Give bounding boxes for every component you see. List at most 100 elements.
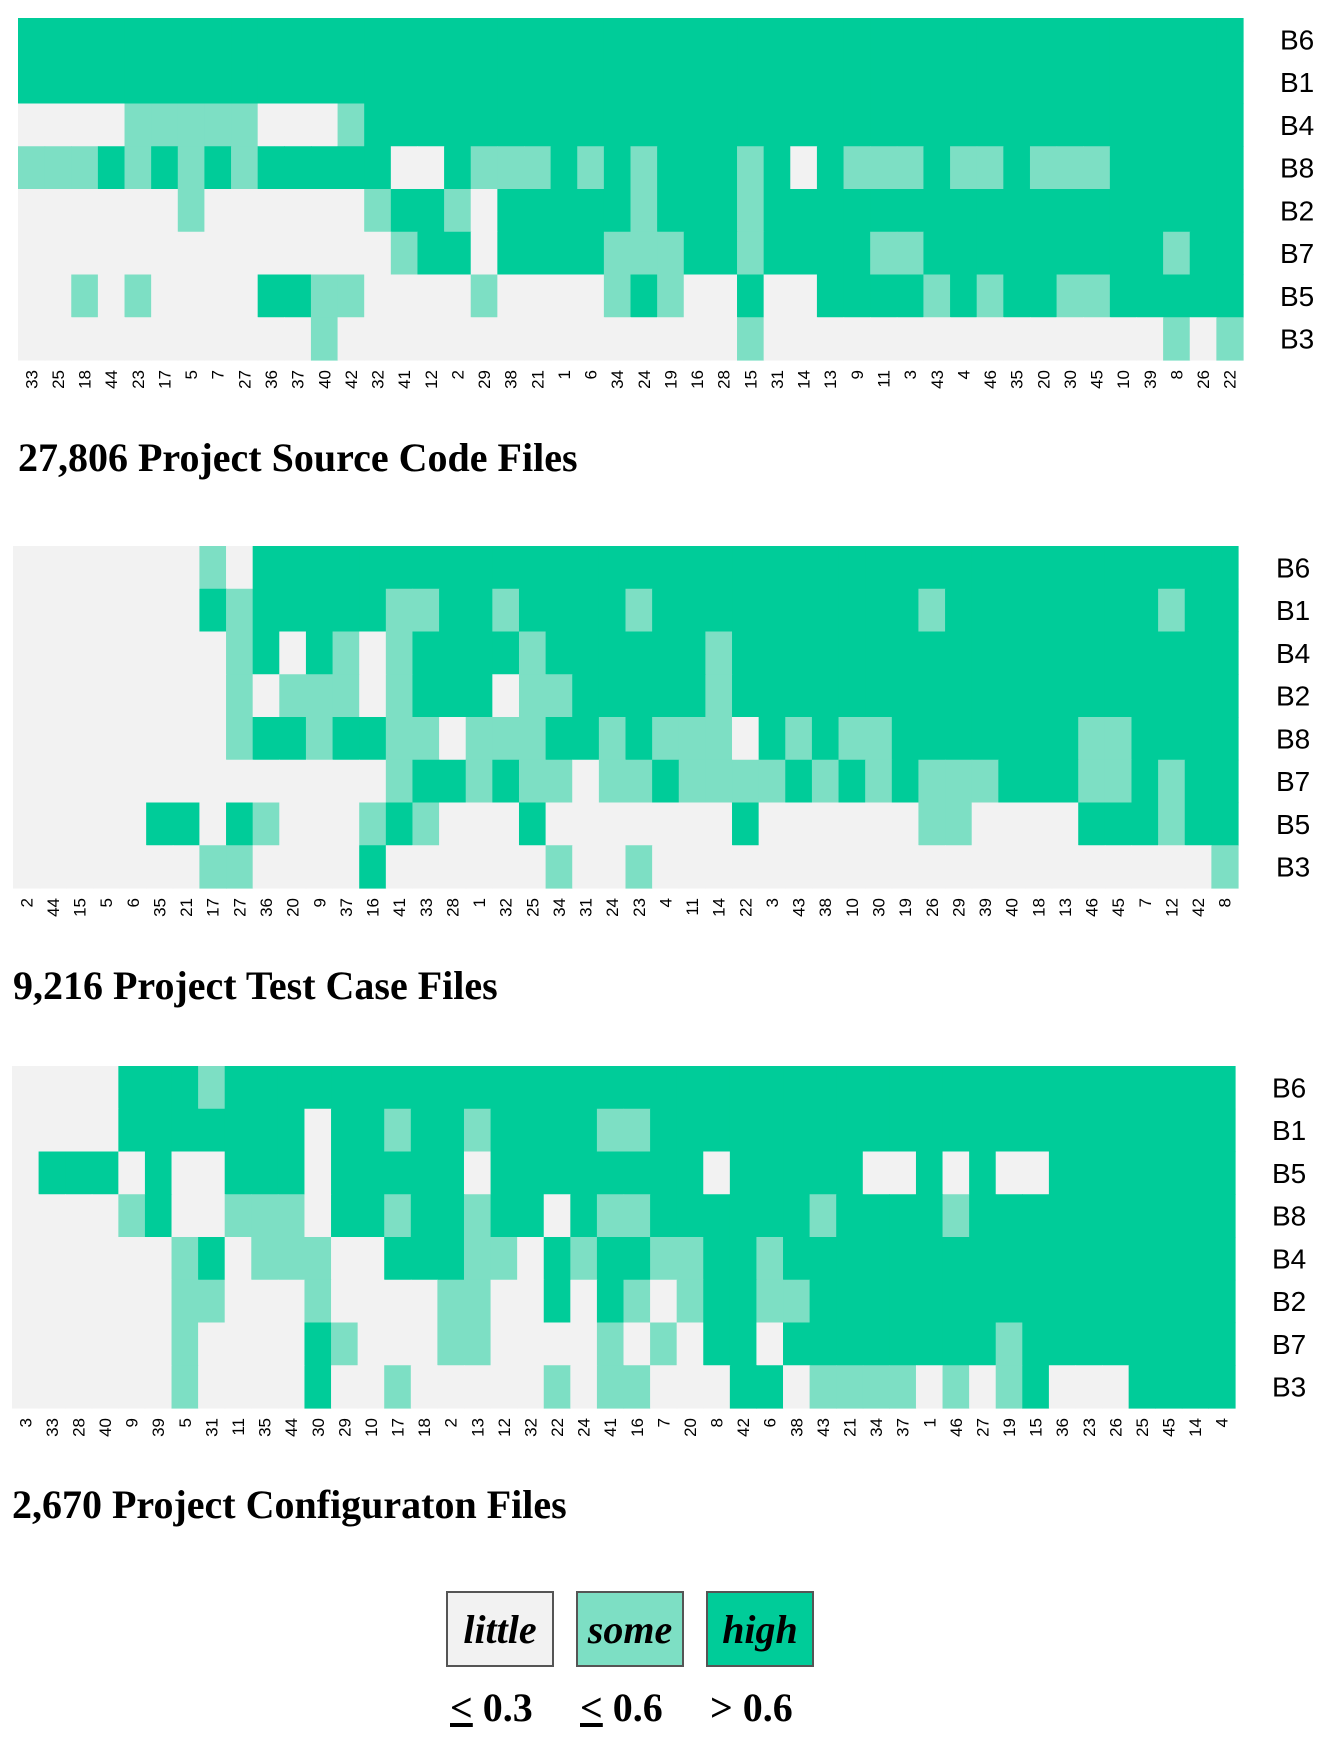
heatmap-cell [305,674,334,718]
heatmap-cell [331,1322,359,1366]
heatmap-cell [18,103,46,147]
column-label: 29 [335,1418,354,1437]
heatmap-cell [1075,1151,1103,1195]
heatmap-cell [969,1365,997,1409]
heatmap-cell [1189,103,1217,147]
heatmap-cell [198,1151,226,1195]
heatmap-cell [490,1365,518,1409]
heatmap-cell [172,674,201,718]
heatmap-cell [657,274,685,318]
heatmap-cell [603,146,632,190]
column-label: 31 [768,370,787,389]
threshold-value: 0.6 [732,1685,793,1730]
heatmap-cell [91,1279,119,1324]
heatmap-cell [1181,1151,1210,1195]
heatmap-cell [843,274,871,318]
heatmap-cell [357,1194,385,1238]
heatmap-cell [119,759,147,804]
heatmap-cell [284,317,312,361]
row-label: B5 [1276,809,1310,840]
column-label: 5 [182,370,201,379]
heatmap-cell [732,845,760,889]
column-label: 24 [603,898,622,917]
heatmap-cell [790,231,818,276]
column-label: 26 [1106,1418,1125,1437]
heatmap-cell [277,1151,306,1195]
column-label: 9 [848,370,867,379]
heatmap-cell [146,802,174,846]
heatmap-cell [942,1322,970,1366]
heatmap-cell [364,18,392,62]
column-label: 5 [176,1418,195,1427]
heatmap-cell [364,146,392,190]
heatmap-cell [337,60,365,105]
heatmap-cell [146,717,174,761]
column-label: 33 [22,370,41,389]
heatmap-cell [171,1365,199,1409]
heatmap-cell [224,1237,252,1281]
heatmap-cell [226,674,254,718]
heatmap-cell [231,60,259,105]
heatmap-cell [357,1365,385,1409]
column-label: 34 [608,370,627,389]
heatmap-cell [1075,1108,1103,1153]
heatmap-cell [945,717,973,761]
heatmap-cell [1083,103,1111,147]
heatmap-cell [705,802,733,846]
heatmap-cell [257,60,285,105]
chart-title: 27,806 Project Source Code Files [18,435,578,480]
heatmap-cell [1102,1365,1130,1409]
heatmap-cell [1131,674,1159,718]
heatmap-cell [410,1108,438,1153]
heatmap-cell [1181,1322,1210,1366]
heatmap-cell [199,674,227,718]
heatmap-cell [737,18,765,62]
heatmap-cell [1216,18,1244,62]
heatmap-cell [1075,1322,1103,1366]
heatmap-cell [543,1237,571,1281]
heatmap-cell [1155,1108,1183,1153]
heatmap-cell [444,274,472,318]
heatmap-cell [151,274,179,318]
heatmap-cell [865,759,893,804]
heatmap-cell [843,146,871,190]
heatmap-cell [331,1108,359,1153]
heatmap-cell [570,1279,598,1324]
heatmap-cell [785,674,813,718]
row-label: B8 [1280,153,1314,184]
heatmap-cell [13,845,41,889]
column-label: 42 [342,370,361,389]
heatmap-cell [305,802,334,846]
heatmap-cell [785,717,813,761]
heatmap-cell [783,1066,811,1110]
heatmap-cell [337,18,365,62]
heatmap-cell [995,1322,1023,1366]
heatmap-cell [971,588,999,633]
row-label: B5 [1272,1158,1306,1189]
heatmap-cell [976,18,1004,62]
column-label: 38 [502,370,521,389]
heatmap-cell [91,1237,119,1281]
heatmap-cell [811,631,840,675]
heatmap-cell [359,759,387,804]
heatmap-cell [678,588,706,633]
heatmap-cell [1216,60,1244,105]
heatmap-cell [490,1108,518,1153]
heatmap-cell [545,546,573,590]
heatmap-cell [809,1279,837,1324]
heatmap-cell [971,631,999,675]
heatmap-cell [652,802,680,846]
heatmap-cell [151,103,179,147]
column-label: 4 [1213,1418,1232,1427]
row-label: B2 [1272,1286,1306,1317]
heatmap-cell [337,317,365,361]
heatmap-cell [231,103,259,147]
column-label: 10 [362,1418,381,1437]
heatmap-cell [1102,1322,1130,1366]
heatmap-cell [277,1066,306,1110]
heatmap-cell [412,631,440,675]
heatmap-cell [1131,631,1159,675]
heatmap-cell [171,1108,199,1153]
heatmap-cell [915,1194,944,1238]
heatmap-cell [838,802,866,846]
